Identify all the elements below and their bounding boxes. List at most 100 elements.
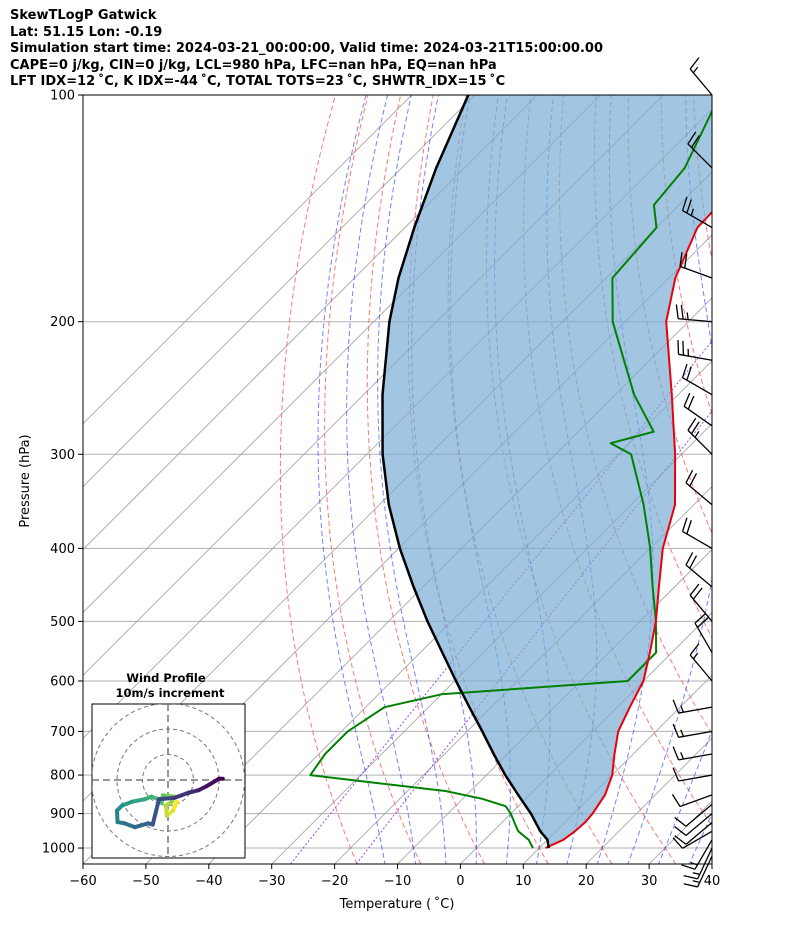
isotherm-line (711, 863, 712, 864)
title-location: Lat: 51.15 Lon: -0.19 (10, 24, 163, 40)
wind-barb-staff (697, 847, 713, 880)
wind-barb-flag (681, 196, 688, 211)
wind-barb-halfflag (694, 430, 700, 438)
isotherm-line (523, 674, 712, 864)
wind-barb-flag (675, 304, 679, 319)
wind-barb-staff (689, 594, 713, 622)
wind-barb-staff (689, 68, 713, 96)
wind-barb-staff (678, 730, 713, 738)
wind-barb-halfflag (686, 312, 689, 320)
hodograph-inset: Wind Profile 10m/s increment (91, 671, 246, 859)
wind-barb (681, 517, 713, 549)
wind-barb-flag (694, 613, 707, 624)
wind-barb (672, 830, 713, 849)
wind-barb-flag (687, 131, 697, 145)
wind-barb (674, 803, 713, 827)
hodograph-trace-segment (204, 776, 221, 789)
wind-barb-staff (685, 564, 713, 588)
wind-barb-halfflag (692, 66, 699, 74)
x-tick-label: 10 (515, 874, 532, 889)
wind-barbs (671, 57, 713, 888)
x-tick-label: −50 (132, 874, 159, 889)
profile-lines (309, 95, 712, 849)
wind-barb (674, 822, 713, 845)
wind-barb (687, 417, 713, 455)
y-tick-label: 900 (50, 807, 75, 822)
wind-barb-staff (678, 353, 713, 361)
wind-barb-flag (683, 392, 691, 407)
hodograph-trace-segment (157, 795, 177, 802)
wind-barb-halfflag (680, 729, 685, 737)
isotherm-line (83, 95, 475, 488)
wind-barb-flag (684, 253, 688, 269)
y-tick-label: 500 (50, 615, 75, 630)
wind-barb-staff (679, 794, 713, 808)
wind-barb (685, 552, 713, 588)
wind-barb-staff (694, 622, 713, 653)
wind-barb-staff (685, 822, 713, 845)
wind-barb-flag (672, 837, 684, 849)
wind-barb-halfflag (692, 880, 700, 884)
y-tick-label: 700 (50, 725, 75, 740)
dewpoint-line (309, 109, 712, 849)
wind-barb-halfflag (692, 872, 700, 875)
title-indices: LFT IDX=12 ˚C, K IDX=-44 ˚C, TOTAL TOTS=… (10, 74, 506, 89)
y-tick-label: 400 (50, 542, 75, 557)
hodograph-trace-segment (150, 797, 162, 827)
x-tick-label: −30 (258, 874, 285, 889)
wind-barb-flag (682, 340, 685, 356)
y-tick-label: 100 (50, 89, 75, 104)
dry-adiabat-line (366, 95, 485, 864)
wind-barb-halfflag (680, 752, 685, 760)
dry-adiabat-line (279, 95, 358, 864)
wind-barb-flag (686, 366, 692, 381)
y-axis-label: Pressure (hPa) (18, 434, 33, 527)
wind-barb-staff (687, 143, 713, 169)
wind-barb-staff (678, 753, 713, 761)
wind-barb (689, 57, 713, 96)
hodograph-trace-segment (130, 797, 148, 804)
wind-barb (672, 699, 713, 714)
wind-barb-flag (679, 252, 683, 267)
wind-barb-flag (681, 363, 688, 378)
wind-barb-flag (697, 617, 709, 628)
wind-barb-flag (685, 469, 694, 484)
wind-barb-flag (690, 135, 700, 148)
wind-barb-flag (689, 583, 700, 596)
isotherm-line (83, 95, 538, 551)
wind-barb-staff (683, 405, 713, 427)
wind-barb (681, 196, 713, 229)
wind-barb-flag (677, 339, 680, 355)
isotherm-line (334, 486, 712, 864)
y-tick-label: 200 (50, 315, 75, 330)
wind-barb-flag (672, 723, 680, 738)
wind-barb-staff (685, 813, 713, 836)
wind-barb (674, 813, 713, 836)
wind-barb-flag (681, 864, 696, 870)
cin-shading-layer (382, 95, 712, 848)
wind-barb-halfflag (690, 208, 695, 216)
wind-barb-flag (687, 395, 695, 410)
wind-barb (672, 767, 713, 782)
wind-barb (689, 583, 713, 622)
wind-barb (681, 363, 713, 396)
parcel-line (381, 95, 550, 849)
wind-barb (672, 723, 713, 738)
moist-adiabat-line (377, 95, 447, 864)
wind-barb-flag (683, 875, 698, 880)
wind-barb-halfflag (692, 652, 699, 660)
wind-barb-staff (682, 377, 713, 396)
moist-adiabat-line (658, 729, 712, 864)
y-tick-label: 600 (50, 674, 75, 689)
wind-barb-flag (681, 517, 688, 532)
wind-barb-staff (682, 210, 713, 229)
isotherm-line (83, 95, 412, 425)
title-station: SkewTLogP Gatwick (10, 8, 157, 23)
y-tick-label: 300 (50, 448, 75, 463)
hodograph-ring (92, 704, 245, 857)
wind-barb-staff (687, 429, 713, 455)
x-tick-label: 20 (578, 874, 595, 889)
x-tick-label: 0 (456, 874, 464, 889)
hodograph-subtitle: 10m/s increment (116, 686, 225, 700)
